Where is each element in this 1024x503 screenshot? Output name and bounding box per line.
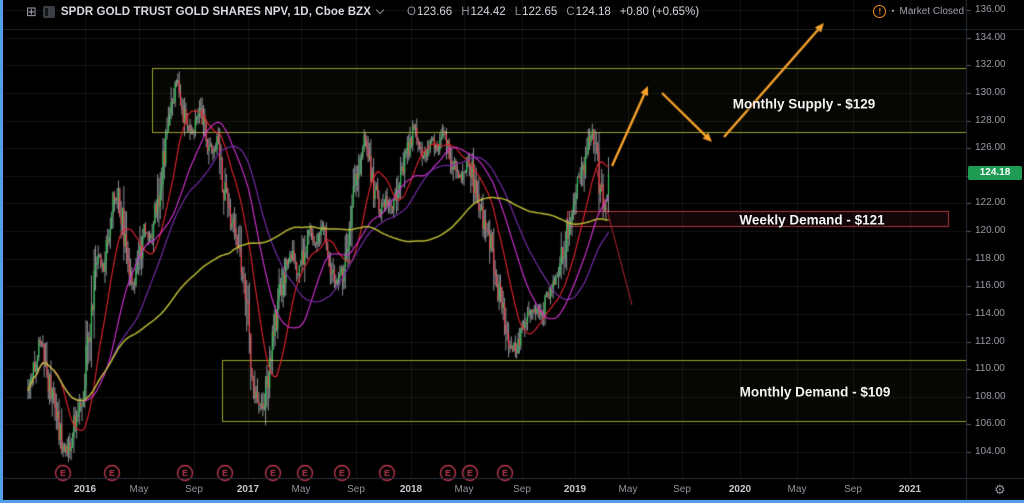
frame-border-left bbox=[0, 0, 3, 503]
close-value: 124.18 bbox=[575, 5, 611, 18]
monthly-supply-label[interactable]: Monthly Supply - $129 bbox=[732, 96, 876, 112]
price-tick-label: 104.00 bbox=[975, 446, 1006, 457]
ohlc-values: O 123.66 H 124.42 L 122.65 C 124.18 +0.80 (+… bbox=[407, 6, 699, 18]
pane-separator bbox=[0, 29, 1024, 30]
time-tick-label: Sep bbox=[347, 484, 365, 495]
symbol-logo-icon bbox=[42, 5, 55, 18]
high-label: H bbox=[461, 5, 470, 18]
price-axis[interactable]: 136.00 134.00 132.00 130.00 128.00 126.00 124.… bbox=[967, 0, 1024, 478]
open-value: 123.66 bbox=[417, 5, 453, 18]
price-tick-label: 114.00 bbox=[975, 307, 1005, 319]
monthly-demand-label[interactable]: Monthly Demand - $109 bbox=[739, 384, 891, 400]
time-tick-label: May bbox=[291, 484, 311, 495]
price-tick-label: 118.00 bbox=[975, 252, 1005, 264]
price-tick-label: 136.00 bbox=[975, 4, 1006, 15]
time-tick-label: May bbox=[787, 484, 807, 495]
time-tick-label: Sep bbox=[844, 484, 862, 495]
price-tick-label: 122.00 bbox=[975, 197, 1006, 209]
price-tick-label: 126.00 bbox=[975, 142, 1006, 154]
chevron-down-icon[interactable] bbox=[375, 5, 385, 15]
market-status: ! • Market Closed bbox=[873, 5, 964, 18]
high-value: 124.42 bbox=[470, 5, 506, 18]
time-tick-label: 2019 bbox=[563, 484, 587, 495]
time-tick-label: 2018 bbox=[399, 484, 423, 495]
time-tick-label: 2017 bbox=[236, 484, 260, 495]
price-tick-label: 130.00 bbox=[975, 86, 1006, 98]
compare-add-icon[interactable]: ⊞ bbox=[26, 4, 37, 19]
price-tick-label: 110.00 bbox=[975, 363, 1005, 375]
time-tick-label: Sep bbox=[185, 484, 203, 495]
symbol-title[interactable]: SPDR GOLD TRUST GOLD SHARES NPV, 1D, Cbo… bbox=[60, 5, 372, 18]
time-tick-label: May bbox=[129, 484, 149, 495]
time-tick-label: 2021 bbox=[898, 484, 922, 495]
price-tick-label: 132.00 bbox=[975, 59, 1006, 71]
time-tick-label: Sep bbox=[673, 484, 691, 495]
status-dot-icon: • bbox=[891, 6, 895, 16]
price-tick-label: 120.00 bbox=[975, 225, 1006, 236]
close-label: C bbox=[566, 5, 575, 18]
price-tick-label: 112.00 bbox=[975, 335, 1005, 347]
low-value: 122.65 bbox=[522, 5, 558, 18]
time-axis[interactable]: 2016 May Sep 2017 May Sep 2018 May Sep 2019 May Sep… bbox=[0, 479, 1024, 500]
price-tick-label: 128.00 bbox=[975, 114, 1006, 126]
chart-legend: ⊞ SPDR GOLD TRUST GOLD SHARES NPV, 1D, C… bbox=[26, 5, 699, 18]
time-tick-label: May bbox=[454, 484, 474, 495]
alert-icon[interactable]: ! bbox=[873, 5, 887, 18]
frame-border-bottom bbox=[0, 500, 1024, 503]
time-tick-label: 2020 bbox=[728, 484, 752, 495]
price-tick-label: 134.00 bbox=[975, 31, 1006, 43]
change-value: +0.80 (+0.65%) bbox=[619, 5, 700, 18]
low-label: L bbox=[514, 5, 522, 18]
last-price-badge: 124.18 bbox=[968, 166, 1022, 181]
price-tick-label: 116.00 bbox=[975, 280, 1005, 292]
time-tick-label: 2016 bbox=[73, 484, 97, 495]
open-label: O bbox=[407, 5, 416, 18]
gear-icon[interactable]: ⚙ bbox=[994, 482, 1006, 497]
market-status-label: Market Closed bbox=[899, 6, 964, 17]
price-tick-label: 106.00 bbox=[975, 418, 1006, 430]
weekly-demand-label[interactable]: Weekly Demand - $121 bbox=[739, 212, 885, 228]
price-tick-label: 108.00 bbox=[975, 390, 1006, 402]
time-tick-label: May bbox=[618, 484, 638, 495]
time-tick-label: Sep bbox=[513, 484, 531, 495]
